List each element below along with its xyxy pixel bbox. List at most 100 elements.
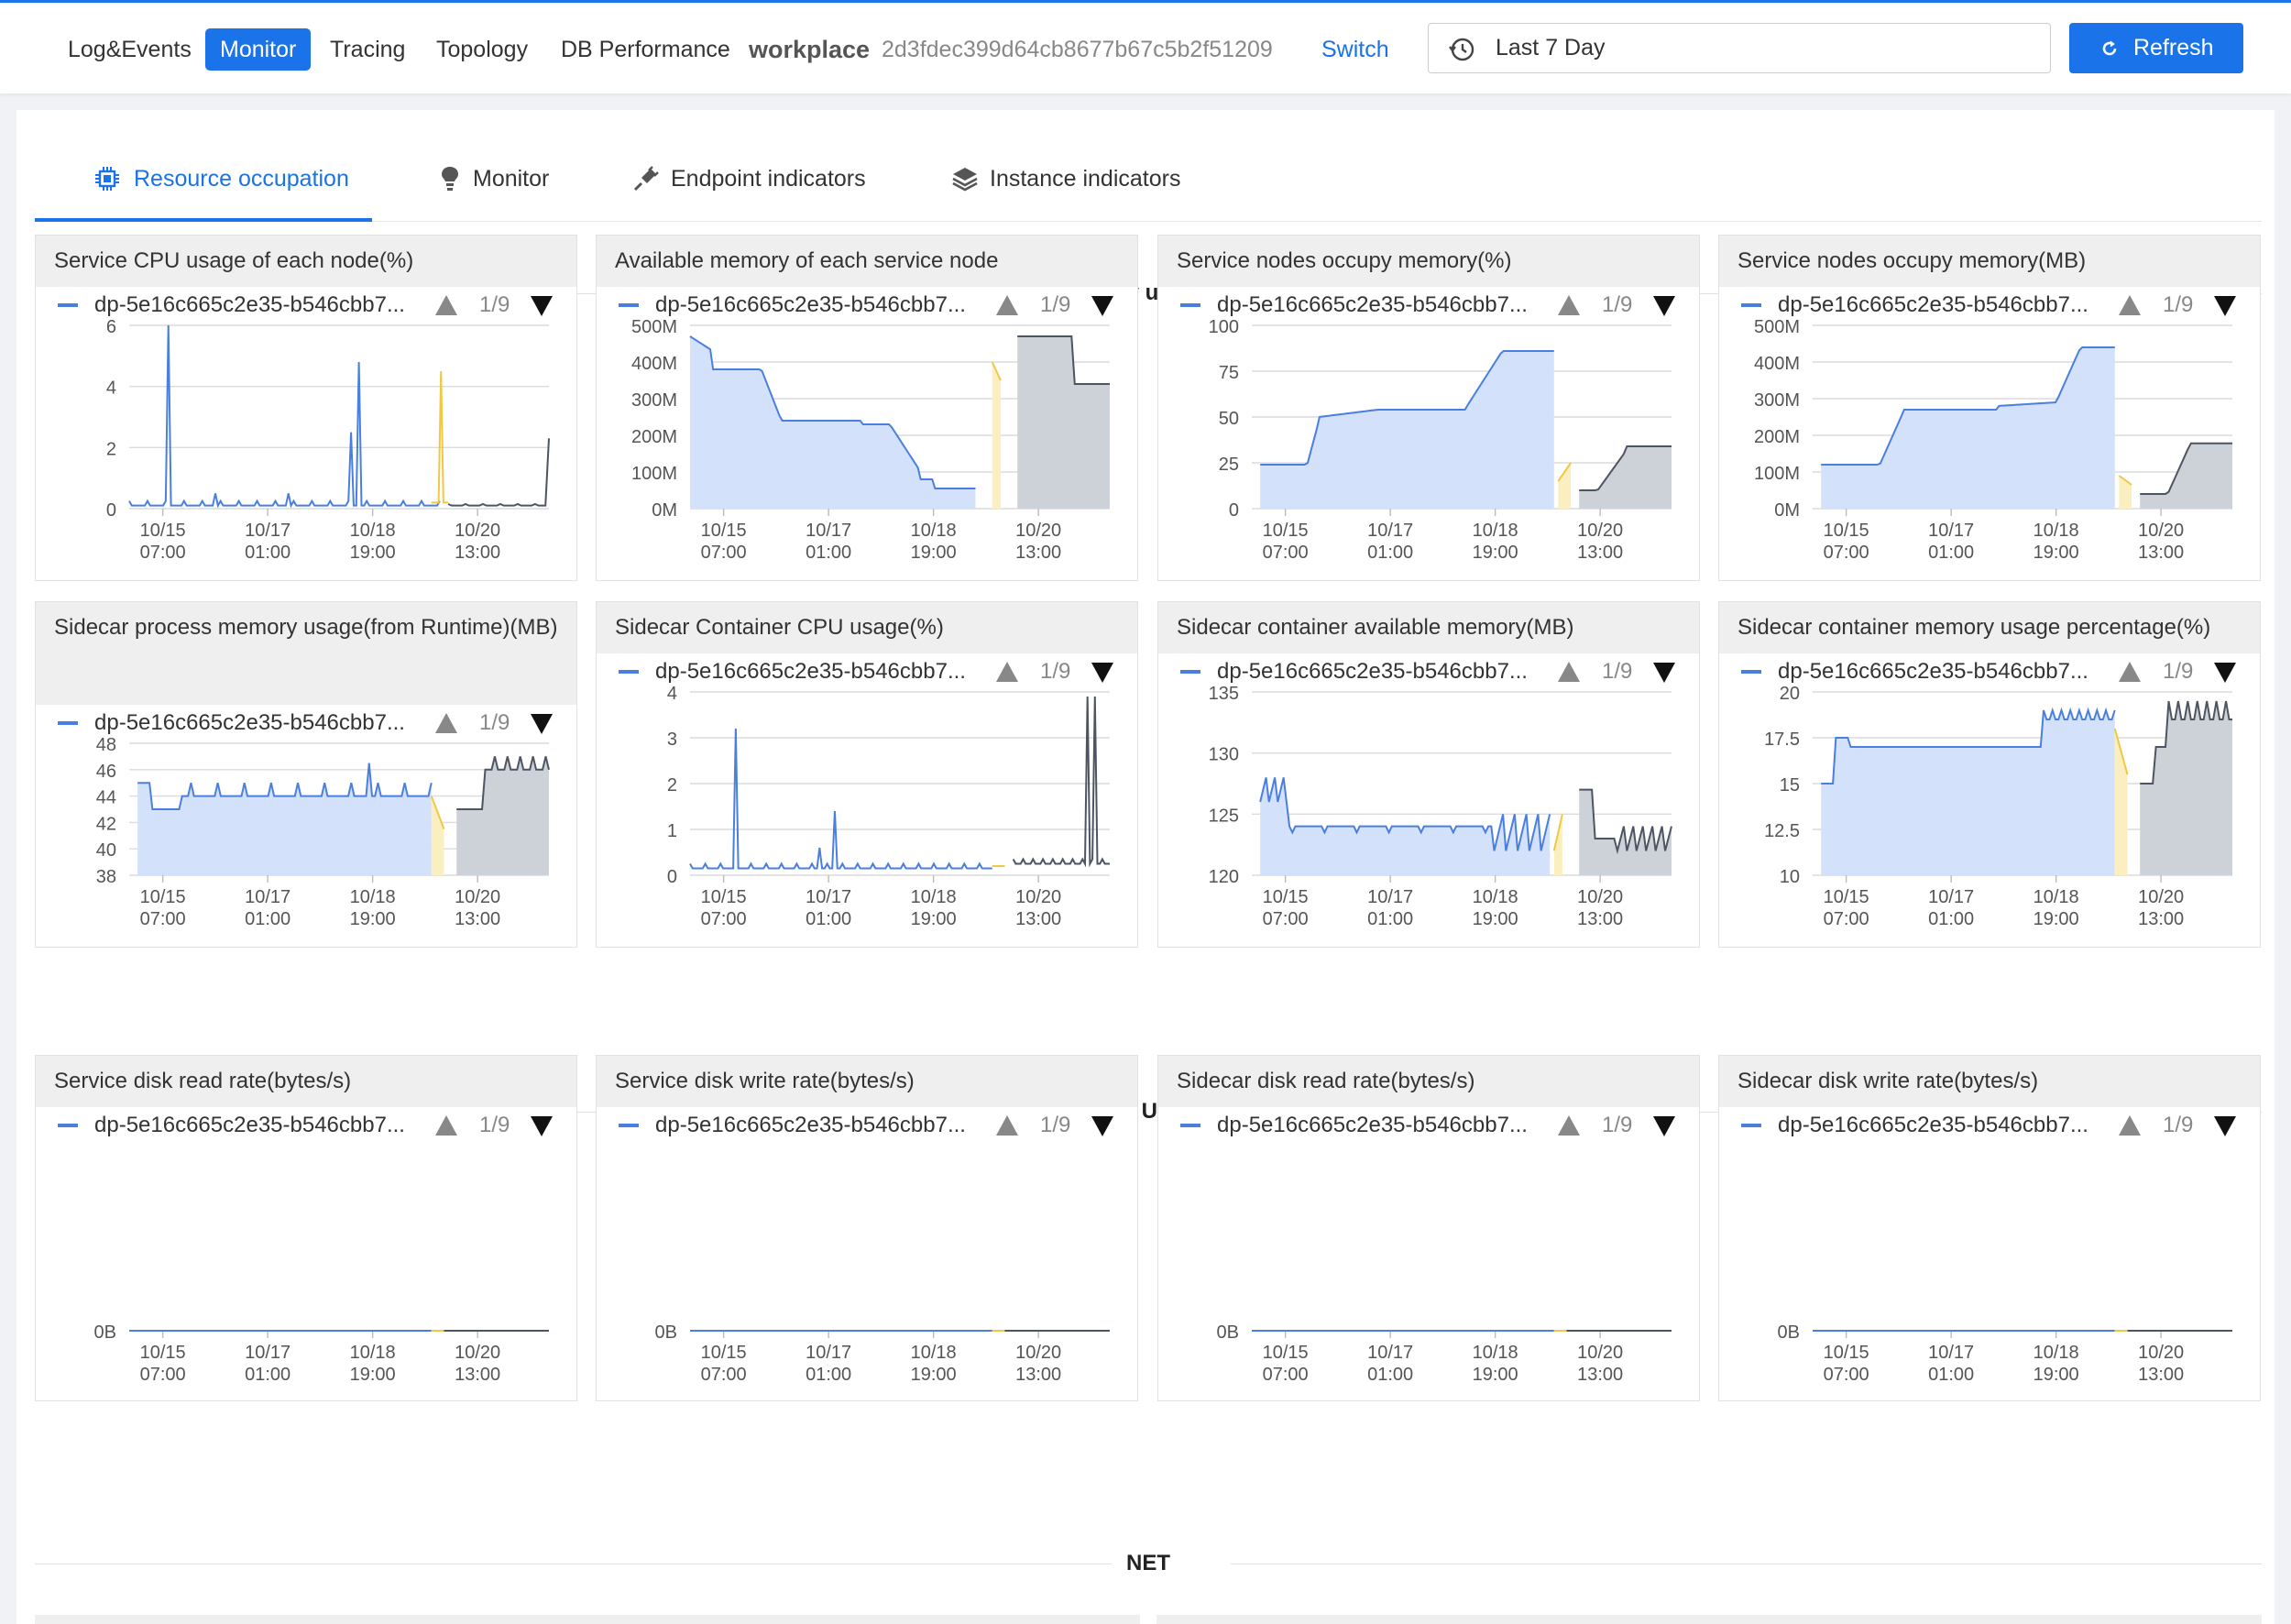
legend-next-icon[interactable]	[1653, 296, 1675, 316]
legend-next-icon[interactable]	[2214, 663, 2236, 683]
legend-prev-icon[interactable]	[1558, 662, 1580, 682]
legend-page: 1/9	[2163, 659, 2194, 684]
x-tick-date: 10/15	[140, 1343, 186, 1363]
legend-prev-icon[interactable]	[1558, 1115, 1580, 1136]
legend-prev-icon[interactable]	[435, 713, 457, 733]
series-gray-line	[1579, 788, 1672, 855]
legend-series-label[interactable]: dp-5e16c665c2e35-b546cbb7...	[94, 1113, 405, 1137]
y-tick-label: 0	[106, 500, 116, 521]
nav-monitor[interactable]: Monitor	[205, 28, 312, 71]
legend-prev-icon[interactable]	[996, 295, 1018, 315]
legend-prev-icon[interactable]	[2119, 662, 2141, 682]
legend-series-label[interactable]: dp-5e16c665c2e35-b546cbb7...	[94, 292, 405, 317]
legend-series-label[interactable]: dp-5e16c665c2e35-b546cbb7...	[655, 292, 966, 317]
legend-series-label[interactable]: dp-5e16c665c2e35-b546cbb7...	[1217, 292, 1528, 317]
chart-legend: dp-5e16c665c2e35-b546cbb7... 1/9	[597, 1107, 1139, 1144]
legend-prev-icon[interactable]	[435, 1115, 457, 1136]
tab-endpoint-indicators[interactable]: Endpoint indicators	[632, 147, 907, 222]
x-tick-time: 01:00	[245, 909, 290, 929]
legend-next-icon[interactable]	[2214, 1116, 2236, 1136]
series-blue-line	[128, 324, 441, 509]
chart-legend: dp-5e16c665c2e35-b546cbb7... 1/9	[1158, 287, 1701, 324]
x-tick-date: 10/18	[1473, 1343, 1518, 1363]
legend-series-label[interactable]: dp-5e16c665c2e35-b546cbb7...	[1217, 659, 1528, 684]
nav-topology[interactable]: Topology	[436, 37, 529, 62]
legend-series-label[interactable]: dp-5e16c665c2e35-b546cbb7...	[655, 1113, 966, 1137]
series-yellow-line	[1552, 814, 1563, 851]
x-tick-date: 10/20	[455, 1343, 500, 1363]
time-range-value: Last 7 Day	[1496, 35, 1606, 60]
legend-prev-icon[interactable]	[996, 1115, 1018, 1136]
chart-title: Service disk write rate(bytes/s)	[597, 1056, 1137, 1107]
y-tick-label: 10	[1780, 867, 1800, 887]
legend-swatch	[1741, 303, 1761, 307]
chart-legend: dp-5e16c665c2e35-b546cbb7... 1/9	[1719, 1107, 2262, 1144]
x-tick-time: 19:00	[911, 1365, 957, 1385]
series-gray-area	[1579, 446, 1672, 509]
y-tick-label: 3	[667, 730, 677, 750]
y-tick-label: 0M	[1774, 500, 1800, 521]
series-gray-area	[1579, 789, 1672, 875]
legend-next-icon[interactable]	[1091, 296, 1113, 316]
nav-log-events[interactable]: Log&Events	[68, 37, 192, 62]
x-tick-time: 01:00	[1367, 543, 1413, 563]
legend-next-icon[interactable]	[531, 1116, 553, 1136]
y-tick-label: 17.5	[1764, 730, 1800, 750]
y-tick-label: 42	[96, 814, 116, 834]
legend-next-icon[interactable]	[531, 714, 553, 734]
legend-series-label[interactable]: dp-5e16c665c2e35-b546cbb7...	[1778, 292, 2088, 317]
workspace-id: 2d3fdec399d64cb8677b67c5b2f51209	[882, 37, 1273, 62]
legend-series-label[interactable]: dp-5e16c665c2e35-b546cbb7...	[1778, 659, 2088, 684]
legend-series-label[interactable]: dp-5e16c665c2e35-b546cbb7...	[1778, 1113, 2088, 1137]
legend-next-icon[interactable]	[1653, 1116, 1675, 1136]
x-tick-time: 13:00	[2138, 909, 2184, 929]
legend-prev-icon[interactable]	[996, 662, 1018, 682]
legend-swatch	[1741, 670, 1761, 674]
net-card-header	[35, 1615, 1140, 1624]
y-tick-label: 100M	[1754, 464, 1800, 484]
nav-tracing[interactable]: Tracing	[330, 37, 406, 62]
series-gray-line	[1579, 445, 1672, 491]
x-tick-date: 10/18	[350, 1343, 396, 1363]
legend-next-icon[interactable]	[1653, 663, 1675, 683]
legend-prev-icon[interactable]	[2119, 295, 2141, 315]
x-tick-time: 13:00	[1015, 1365, 1061, 1385]
x-tick-time: 13:00	[2138, 1365, 2184, 1385]
nav-db-performance[interactable]: DB Performance	[561, 37, 730, 62]
legend-prev-icon[interactable]	[1558, 295, 1580, 315]
x-tick-date: 10/20	[1577, 521, 1623, 541]
tab-monitor[interactable]: Monitor	[436, 147, 583, 222]
x-tick-date: 10/17	[1928, 1343, 1974, 1363]
legend-next-icon[interactable]	[1091, 1116, 1113, 1136]
switch-link[interactable]: Switch	[1321, 37, 1389, 62]
x-tick-time: 01:00	[1928, 909, 1974, 929]
legend-prev-icon[interactable]	[2119, 1115, 2141, 1136]
legend-series-label[interactable]: dp-5e16c665c2e35-b546cbb7...	[655, 659, 966, 684]
y-tick-label: 46	[96, 762, 116, 782]
legend-swatch	[1180, 303, 1200, 307]
legend-next-icon[interactable]	[2214, 296, 2236, 316]
legend-page: 1/9	[2163, 292, 2194, 317]
legend-next-icon[interactable]	[1091, 663, 1113, 683]
x-tick-date: 10/20	[2138, 521, 2184, 541]
series-gray-line	[456, 756, 550, 810]
tab-instance-indicators[interactable]: Instance indicators	[951, 147, 1226, 222]
y-tick-label: 500M	[1754, 317, 1800, 337]
time-range-picker[interactable]: Last 7 Day	[1428, 23, 2051, 73]
tab-resource-occupation[interactable]: Resource occupation	[35, 147, 372, 222]
x-tick-time: 07:00	[1263, 909, 1309, 929]
legend-series-label[interactable]: dp-5e16c665c2e35-b546cbb7...	[1217, 1113, 1528, 1137]
series-blue-area	[1260, 777, 1551, 875]
x-tick-time: 19:00	[2033, 1365, 2079, 1385]
legend-series-label[interactable]: dp-5e16c665c2e35-b546cbb7...	[94, 710, 405, 735]
refresh-button[interactable]: Refresh	[2069, 23, 2243, 73]
legend-page: 1/9	[1602, 1113, 1633, 1137]
legend-next-icon[interactable]	[531, 296, 553, 316]
legend-prev-icon[interactable]	[435, 295, 457, 315]
x-tick-time: 07:00	[140, 543, 186, 563]
y-tick-label: 4	[667, 684, 677, 704]
